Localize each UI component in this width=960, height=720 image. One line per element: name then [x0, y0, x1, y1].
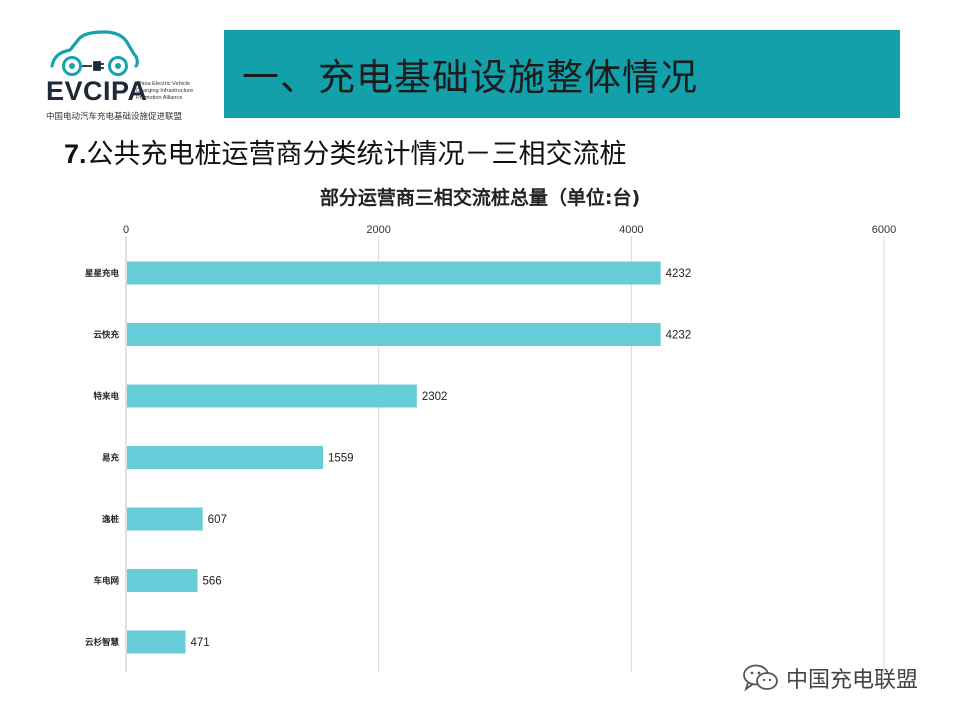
data-label: 4232 — [666, 268, 692, 280]
evcipa-logo: EVCIPA China Electric Vehicle Charging I… — [40, 24, 200, 124]
bar — [127, 446, 323, 469]
category-label: 易充 — [102, 453, 120, 464]
data-label: 1559 — [328, 453, 354, 465]
data-label: 471 — [191, 637, 210, 649]
bar — [127, 569, 198, 592]
category-label: 车电网 — [93, 576, 119, 587]
logo-english-line: Charging Infrastructure — [136, 88, 194, 94]
bar — [127, 384, 417, 408]
section-title: 公共充电桩运营商分类统计情况－三相交流桩 — [86, 139, 627, 170]
watermark: 中国充电联盟 — [742, 662, 918, 694]
x-tick-label: 2000 — [366, 224, 390, 236]
bar — [127, 261, 661, 285]
data-label: 4232 — [666, 330, 692, 342]
section-heading: 7.公共充电桩运营商分类统计情况－三相交流桩 — [64, 132, 627, 171]
bar — [127, 323, 661, 346]
x-tick-label: 4000 — [619, 224, 643, 236]
data-label: 566 — [203, 576, 222, 588]
title-banner: 一、充电基础设施整体情况 — [224, 30, 900, 118]
bar — [127, 630, 186, 654]
logo-chinese-name: 中国电动汽车充电基础设施促进联盟 — [46, 112, 183, 122]
category-label: 云快充 — [93, 330, 119, 341]
logo-english-name: China Electric Vehicle Charging Infrastr… — [136, 81, 200, 102]
logo-english-line: China Electric Vehicle — [136, 81, 191, 87]
data-label: 2302 — [422, 391, 448, 403]
category-label: 星星充电 — [85, 268, 120, 279]
category-label: 特来电 — [93, 391, 119, 402]
bar — [127, 507, 203, 531]
data-label: 607 — [208, 514, 227, 526]
category-label: 逸桩 — [102, 514, 120, 525]
category-label: 云杉智慧 — [85, 637, 120, 648]
page-title: 一、充电基础设施整体情况 — [242, 56, 698, 99]
x-tick-label: 0 — [123, 224, 129, 236]
car-plug-logo-icon — [50, 30, 139, 76]
logo-abbreviation: EVCIPA — [46, 76, 148, 106]
logo-english-line: Promotion Alliance — [136, 95, 183, 101]
section-number: 7. — [64, 139, 87, 169]
watermark-text: 中国充电联盟 — [786, 668, 919, 693]
chart-title: 部分运营商三相交流桩总量（单位:台) — [319, 187, 641, 209]
x-tick-label: 6000 — [872, 224, 896, 236]
wechat-icon — [743, 664, 778, 692]
